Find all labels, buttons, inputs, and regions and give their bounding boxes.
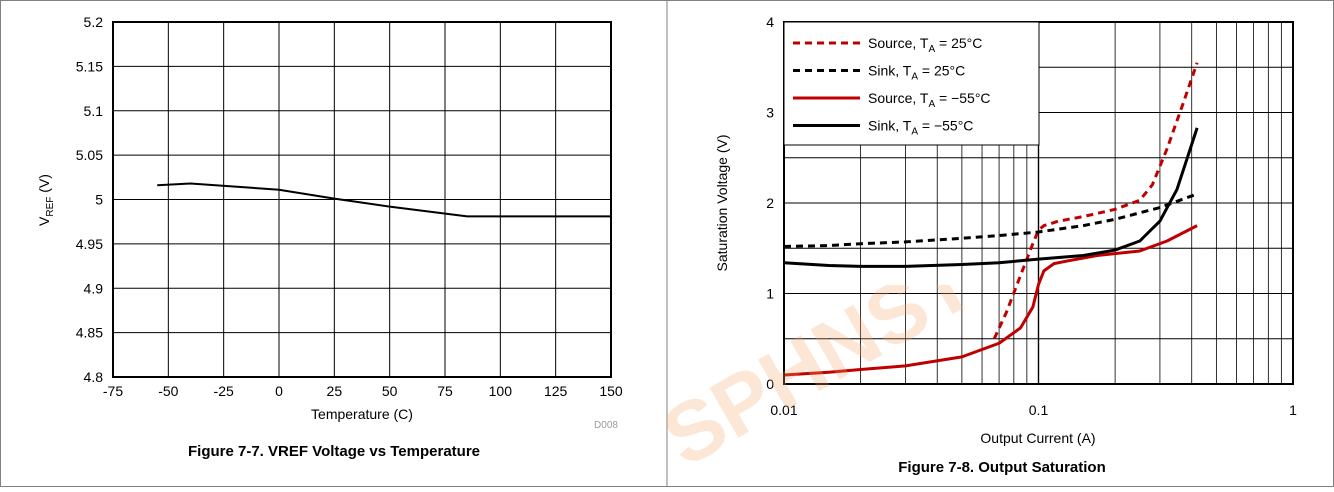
y-tick-label: 2 [766, 195, 774, 211]
y-tick-label: 4.9 [84, 280, 104, 296]
y-tick-label: 5 [95, 192, 103, 208]
x-tick-label: 100 [489, 383, 513, 399]
vref-plot-frame [112, 21, 612, 378]
legend-label: Source, TA = −55°C [868, 90, 991, 110]
vref-series [157, 182, 611, 218]
vref-grid [112, 21, 612, 378]
y-tick-label: 5.15 [76, 58, 103, 74]
y-tick-label: 5.05 [76, 147, 103, 163]
saturation-x-tick-labels: 0.01 0.1 1 [770, 402, 1297, 418]
legend-label: Sink, TA = 25°C [868, 63, 965, 83]
x-tick-label: -50 [158, 383, 178, 399]
saturation-figure-caption: Figure 7-8. Output Saturation [898, 459, 1106, 476]
vref-y-axis-label: VREF (V) [36, 174, 56, 226]
vref-y-tick-labels: 4.8 4.85 4.9 4.95 5 5.05 5.1 5.15 5.2 [76, 14, 103, 385]
saturation-y-tick-labels: 0 1 2 3 4 [766, 14, 774, 392]
y-tick-label: 4.8 [84, 369, 104, 385]
x-tick-label: 50 [382, 383, 398, 399]
x-tick-label: 125 [544, 383, 568, 399]
x-tick-label: 1 [1289, 402, 1297, 418]
saturation-series [783, 62, 1199, 377]
saturation-series-line [783, 224, 1198, 377]
vref-x-axis-label: Temperature (C) [311, 406, 413, 422]
x-tick-label: 150 [599, 383, 623, 399]
x-tick-label: 0.1 [1029, 402, 1049, 418]
vref-chart: 4.8 4.85 4.9 4.95 5 5.05 5.1 5.15 5.2 -75 -50 -25 0… [36, 14, 623, 460]
y-tick-label: 3 [766, 105, 774, 121]
y-tick-label: 5.2 [84, 14, 104, 30]
x-tick-label: 0.01 [770, 402, 797, 418]
y-tick-label: 4 [766, 14, 774, 30]
saturation-series-line [992, 62, 1199, 340]
vref-y-label-sub: REF [45, 197, 56, 217]
vref-figure-caption: Figure 7-7. VREF Voltage vs Temperature [188, 443, 480, 460]
saturation-series-line [783, 192, 1198, 248]
vref-figure-code: D008 [594, 420, 618, 431]
saturation-legend: Source, TA = 25°C Sink, TA = 25°C Source, … [783, 21, 1040, 146]
x-tick-label: -25 [214, 383, 234, 399]
saturation-chart: 0 1 2 3 4 0.01 0.1 1 Output Current (A) Satura… [714, 14, 1297, 476]
saturation-y-axis-label: Saturation Voltage (V) [714, 135, 730, 272]
vref-y-label-tail: (V) [36, 174, 52, 197]
vref-y-label-main: V [36, 216, 52, 226]
x-tick-label: 0 [275, 383, 283, 399]
y-tick-label: 4.85 [76, 325, 103, 341]
saturation-x-axis-label: Output Current (A) [980, 430, 1095, 446]
y-tick-label: 5.1 [84, 103, 104, 119]
saturation-series-line [783, 127, 1199, 268]
vref-x-tick-labels: -75 -50 -25 0 25 50 75 100 125 150 [103, 383, 623, 399]
x-tick-label: -75 [103, 383, 123, 399]
y-tick-label: 0 [766, 376, 774, 392]
vref-line [157, 182, 611, 218]
y-tick-label: 1 [766, 286, 774, 302]
y-tick-label: 4.95 [76, 236, 103, 252]
legend-label: Source, TA = 25°C [868, 35, 982, 55]
x-tick-label: 25 [327, 383, 343, 399]
legend-label: Sink, TA = −55°C [868, 118, 973, 138]
x-tick-label: 75 [437, 383, 453, 399]
